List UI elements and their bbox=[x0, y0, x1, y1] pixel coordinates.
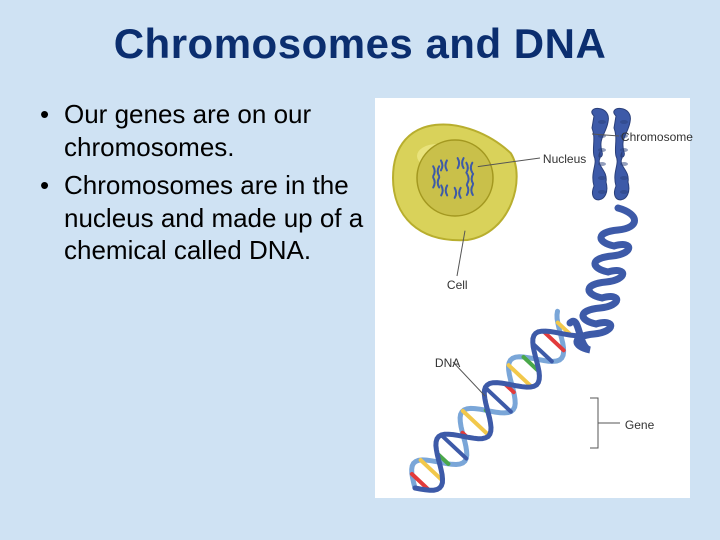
bullet-item: Chromosomes are in the nucleus and made … bbox=[40, 169, 365, 267]
diagram-svg bbox=[375, 98, 695, 498]
slide-title: Chromosomes and DNA bbox=[0, 0, 720, 68]
bullet-list: Our genes are on our chromosomes. Chromo… bbox=[40, 98, 365, 498]
content-row: Our genes are on our chromosomes. Chromo… bbox=[0, 98, 720, 498]
label-cell: Cell bbox=[447, 278, 468, 292]
label-dna: DNA bbox=[435, 356, 460, 370]
bullet-item: Our genes are on our chromosomes. bbox=[40, 98, 365, 163]
label-gene: Gene bbox=[625, 418, 654, 432]
label-nucleus: Nucleus bbox=[543, 152, 586, 166]
diagram-figure: Chromosome Nucleus Cell DNA Gene bbox=[375, 98, 690, 498]
label-chromosome: Chromosome bbox=[621, 130, 693, 144]
